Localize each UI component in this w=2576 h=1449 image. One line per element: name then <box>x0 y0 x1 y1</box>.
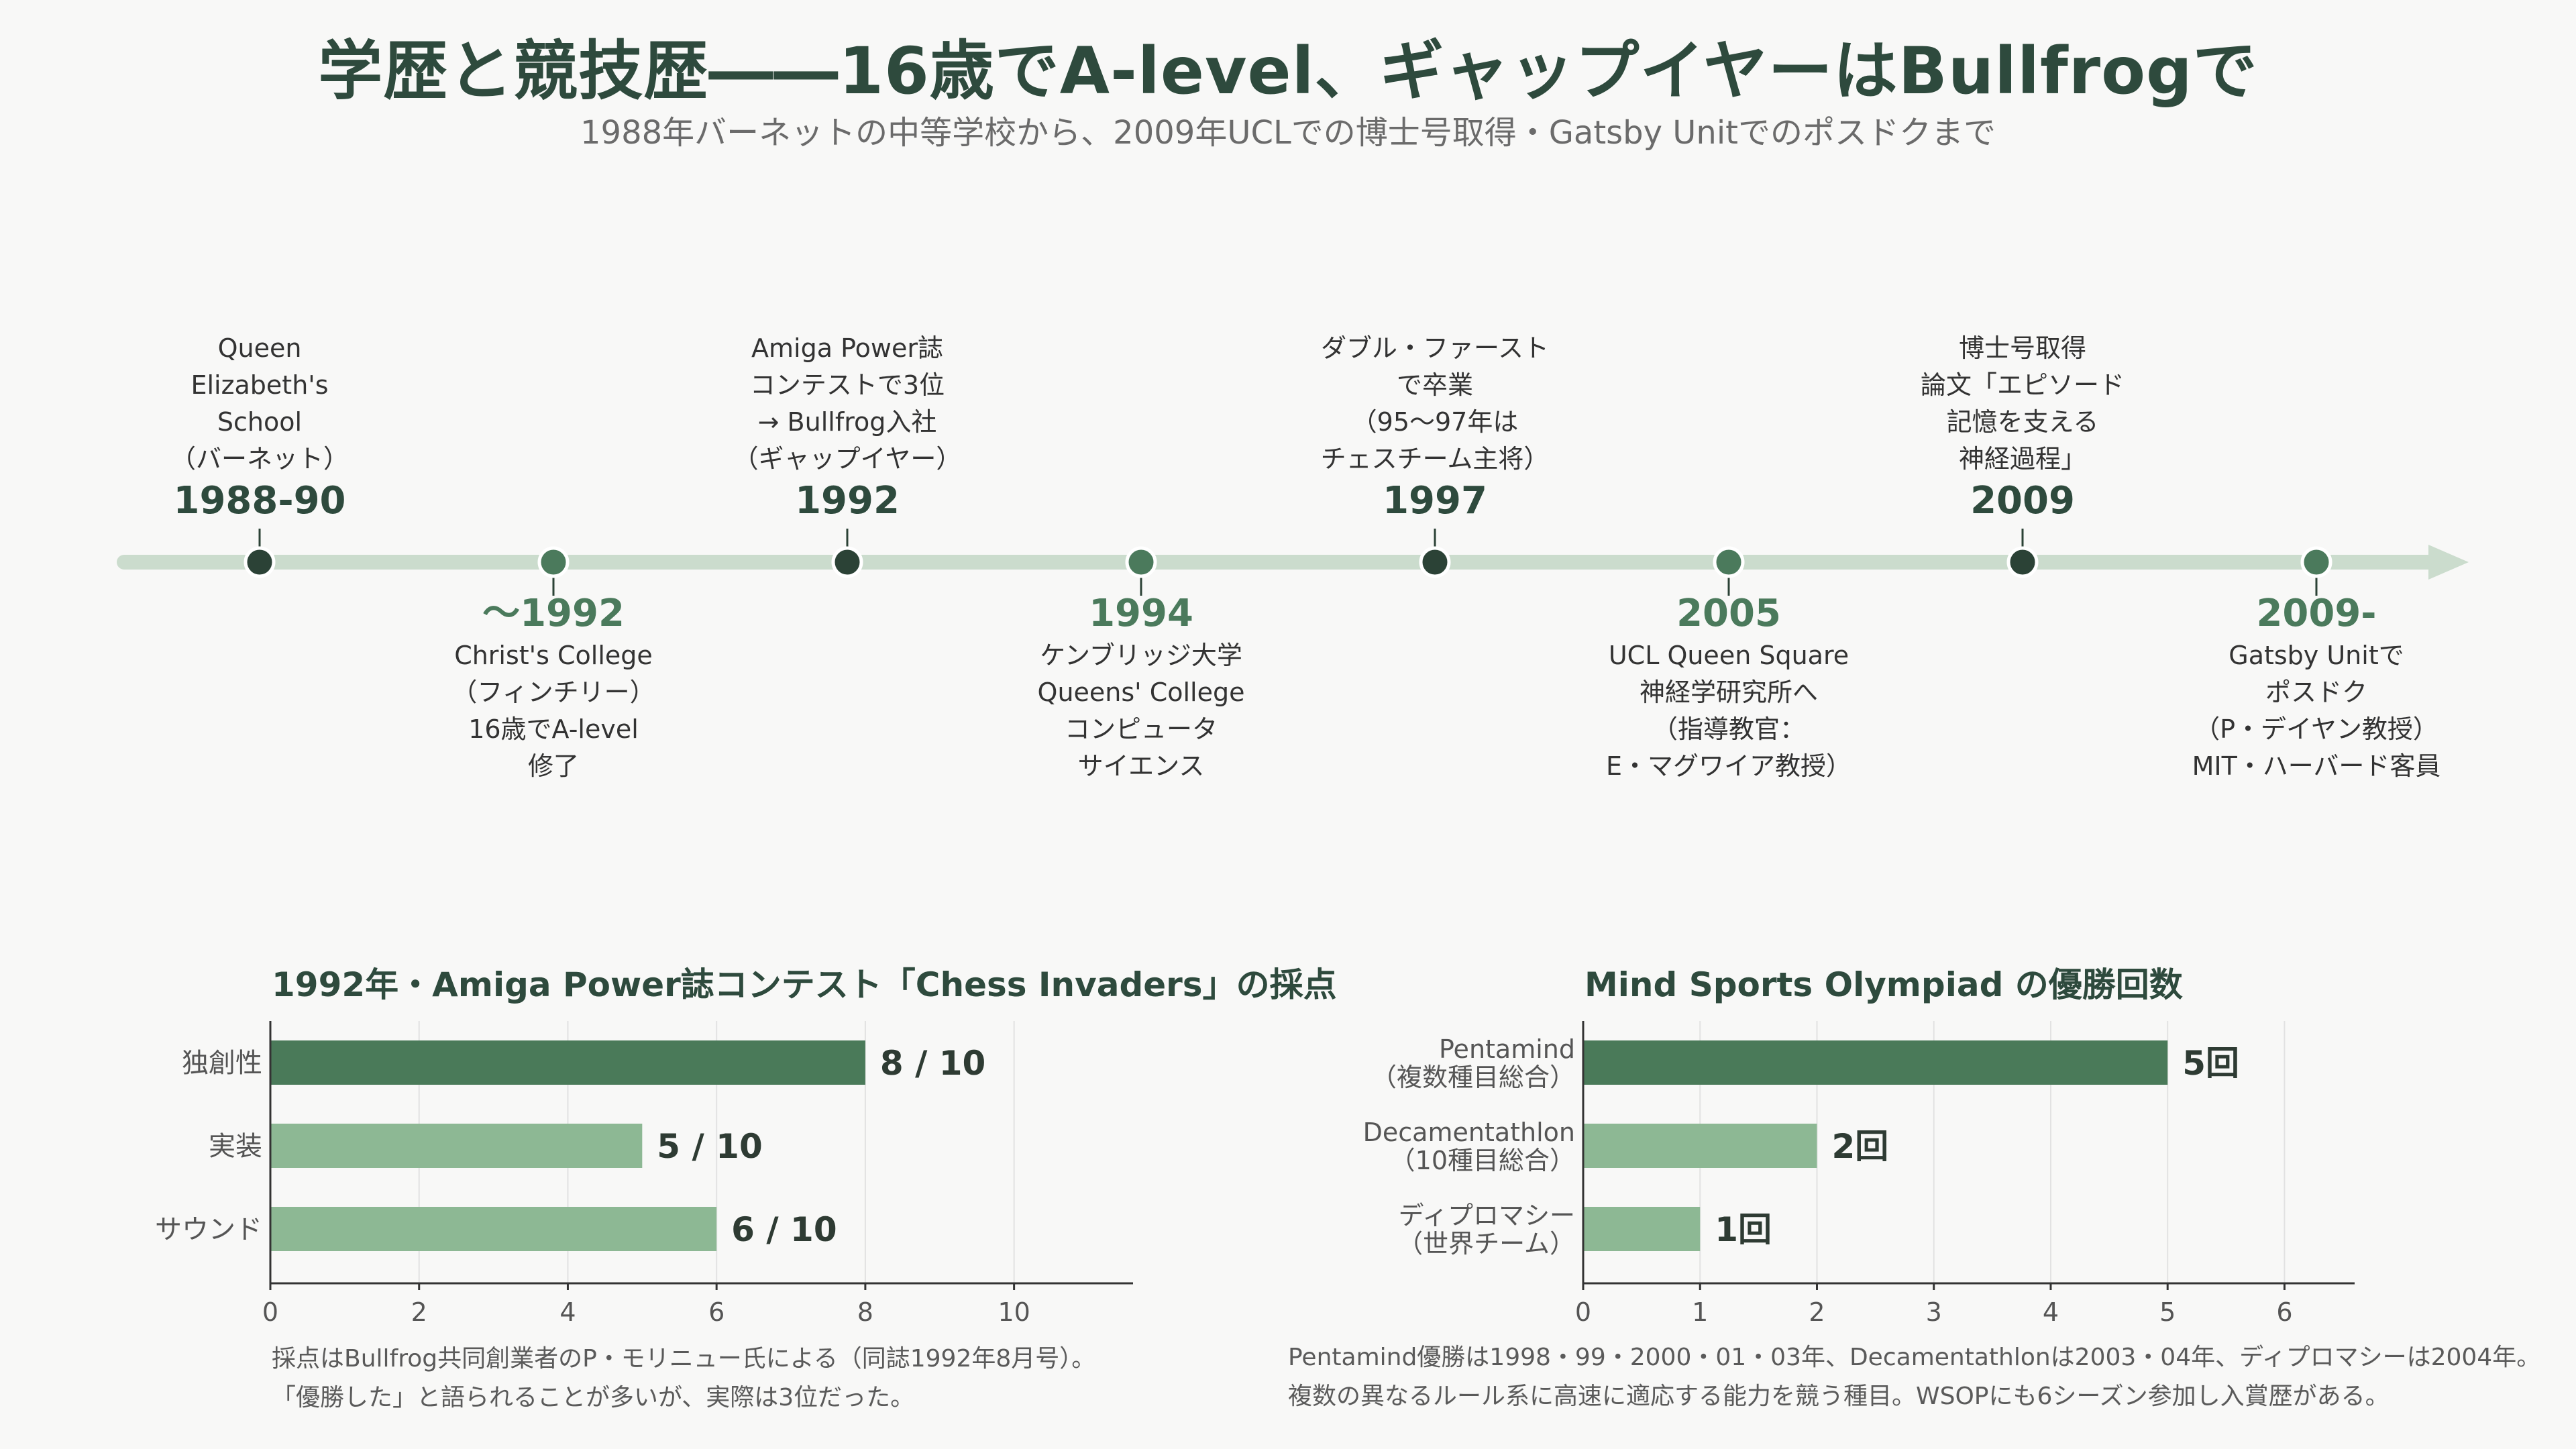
timeline-year: 1992 <box>795 479 900 523</box>
olympiad-chart-note: Pentamind優勝は1998・99・2000・01・03年、Decament… <box>1288 1338 2540 1416</box>
category-label-line: ディプロマシー <box>1399 1201 1575 1230</box>
category-label: サウンド <box>155 1214 262 1245</box>
x-tick-label: 4 <box>2043 1297 2059 1327</box>
category-label: 独創性 <box>182 1048 262 1079</box>
timeline-event: Amiga Power誌 コンテストで3位 → Bullfrog入社 （ギャップ… <box>706 330 988 525</box>
category-label-line: （複数種目総合） <box>1371 1063 1575 1092</box>
x-tick-label: 5 <box>2159 1297 2176 1327</box>
timeline-year: 2005 <box>1676 592 1781 635</box>
category-label-line: Decamentathlon <box>1363 1118 1575 1147</box>
x-tick-label: 0 <box>1575 1297 1591 1327</box>
x-tick-label: 1 <box>1692 1297 1708 1327</box>
category-label: ディプロマシー（世界チーム） <box>1397 1201 1575 1258</box>
timeline-year: 1988-90 <box>173 479 346 523</box>
bar <box>1583 1207 1701 1251</box>
x-tick-label: 2 <box>411 1297 427 1327</box>
timeline-node <box>537 546 570 578</box>
bar-value-label: 5回 <box>2182 1044 2239 1083</box>
bar <box>270 1040 865 1085</box>
score-note-line-2: 「優勝した」と語られることが多いが、実際は3位だった。 <box>272 1384 915 1411</box>
olympiad-note-line-2: 複数の異なるルール系に高速に適応する能力を競う種目。WSOPにも6シーズン参加し… <box>1288 1383 2390 1410</box>
page-title: 学歴と競技歴――16歳でA-level、ギャップイヤーはBullfrogで <box>318 34 2258 109</box>
timeline-track <box>117 529 2469 596</box>
x-tick-label: 4 <box>559 1297 576 1327</box>
page-subtitle: 1988年バーネットの中等学校から、2009年UCLでの博士号取得・Gatsby… <box>580 114 1996 152</box>
timeline-node <box>1125 546 1157 578</box>
timeline-description: Amiga Power誌 コンテストで3位 → Bullfrog入社 （ギャップ… <box>733 333 962 474</box>
x-tick-label: 6 <box>2276 1297 2292 1327</box>
bar-value-label: 5 / 10 <box>657 1127 762 1166</box>
x-tick-label: 0 <box>262 1297 278 1327</box>
category-label-line: 独創性 <box>182 1048 262 1079</box>
category-label-line: Pentamind <box>1439 1034 1575 1064</box>
category-label: Pentamind （複数種目総合） <box>1371 1034 1575 1092</box>
x-tick-label: 10 <box>998 1297 1030 1327</box>
timeline-description: Gatsby Unitで ポスドク （P・デイヤン教授） MIT・ハーバード客員 <box>2192 641 2441 781</box>
category-label-line: （世界チーム） <box>1397 1229 1575 1258</box>
category-label-line: （10種目総合） <box>1390 1146 1575 1175</box>
timeline-event: 2009- Gatsby Unitで ポスドク （P・デイヤン教授） MIT・ハー… <box>2176 590 2457 785</box>
timeline-event: ダブル・ファースト で卒業 （95～97年は チェスチーム主将） 1997 <box>1294 330 1576 525</box>
olympiad-chart-title: Mind Sports Olympiad の優勝回数 <box>1585 965 2183 1004</box>
bar <box>270 1124 643 1168</box>
category-label: Decamentathlon （10種目総合） <box>1363 1118 1575 1175</box>
x-tick-label: 2 <box>1809 1297 1825 1327</box>
bar <box>1583 1124 1817 1168</box>
bar-value-label: 2回 <box>1831 1127 1888 1166</box>
timeline-description: Queen Elizabeth's School （バーネット） <box>170 333 349 474</box>
olympiad-note-line-1: Pentamind優勝は1998・99・2000・01・03年、Decament… <box>1288 1344 2541 1371</box>
bar <box>270 1207 717 1251</box>
timeline-description: ダブル・ファースト で卒業 （95～97年は チェスチーム主将） <box>1320 333 1550 474</box>
timeline-year: 2009- <box>2256 592 2377 635</box>
score-chart-note: 採点はBullfrog共同創業者のP・モリニュー氏による（同誌1992年8月号）… <box>272 1340 1095 1417</box>
bar-value-label: 1回 <box>1715 1210 1772 1249</box>
timeline-description: Christ's College （フィンチリー） 16歳でA-level 修了 <box>451 641 655 781</box>
category-label-line: サウンド <box>155 1214 262 1245</box>
timeline-event: 博士号取得 論文「エピソード 記憶を支える 神経過程」 2009 <box>1882 330 2163 525</box>
timeline: Queen Elizabeth's School （バーネット） 1988-90 ～… <box>117 330 2469 785</box>
bar-value-label: 8 / 10 <box>880 1044 985 1083</box>
bar-value-label: 6 / 10 <box>731 1210 837 1249</box>
timeline-node <box>2300 546 2332 578</box>
timeline-year: ～1992 <box>482 592 625 635</box>
timeline-description: UCL Queen Square 神経学研究所へ （指導教官： E・マグワイア教… <box>1605 641 1851 781</box>
timeline-event: Queen Elizabeth's School （バーネット） 1988-90 <box>119 330 400 525</box>
olympiad-chart: 5回 Pentamind （複数種目総合） 2回 Decamentathlon （10種目… <box>1363 1021 2355 1327</box>
score-chart-title: 1992年・Amiga Power誌コンテスト「Chess Invaders」の… <box>272 965 1337 1004</box>
timeline-year: 1994 <box>1089 592 1193 635</box>
x-tick-label: 3 <box>1926 1297 1942 1327</box>
x-tick-label: 8 <box>857 1297 873 1327</box>
timeline-node <box>1713 546 1745 578</box>
timeline-description: ケンブリッジ大学 Queens' College コンピュータ サイエンス <box>1037 641 1245 781</box>
timeline-node <box>244 546 276 578</box>
timeline-node <box>831 546 863 578</box>
timeline-node <box>2006 546 2039 578</box>
score-chart: 8 / 10 独創性 5 / 10 実装 6 / 10 サウンド 0 2 4 6 8 10 <box>155 1021 1133 1327</box>
timeline-event: 1994 ケンブリッジ大学 Queens' College コンピュータ サイエン… <box>1000 590 1282 785</box>
timeline-year: 2009 <box>1970 479 2075 523</box>
timeline-event: 2005 UCL Queen Square 神経学研究所へ （指導教官： E・マグ… <box>1588 590 1870 785</box>
timeline-event: ～1992 Christ's College （フィンチリー） 16歳でA-lev… <box>413 590 694 785</box>
timeline-arrow-icon <box>2428 545 2469 580</box>
timeline-year: 1997 <box>1383 479 1487 523</box>
bar <box>1583 1040 2168 1085</box>
timeline-description: 博士号取得 論文「エピソード 記憶を支える 神経過程」 <box>1920 333 2125 474</box>
x-tick-label: 6 <box>708 1297 724 1327</box>
timeline-node <box>1419 546 1451 578</box>
score-note-line-1: 採点はBullfrog共同創業者のP・モリニュー氏による（同誌1992年8月号）… <box>272 1345 1096 1373</box>
category-label: 実装 <box>209 1131 262 1162</box>
category-label-line: 実装 <box>209 1131 262 1162</box>
